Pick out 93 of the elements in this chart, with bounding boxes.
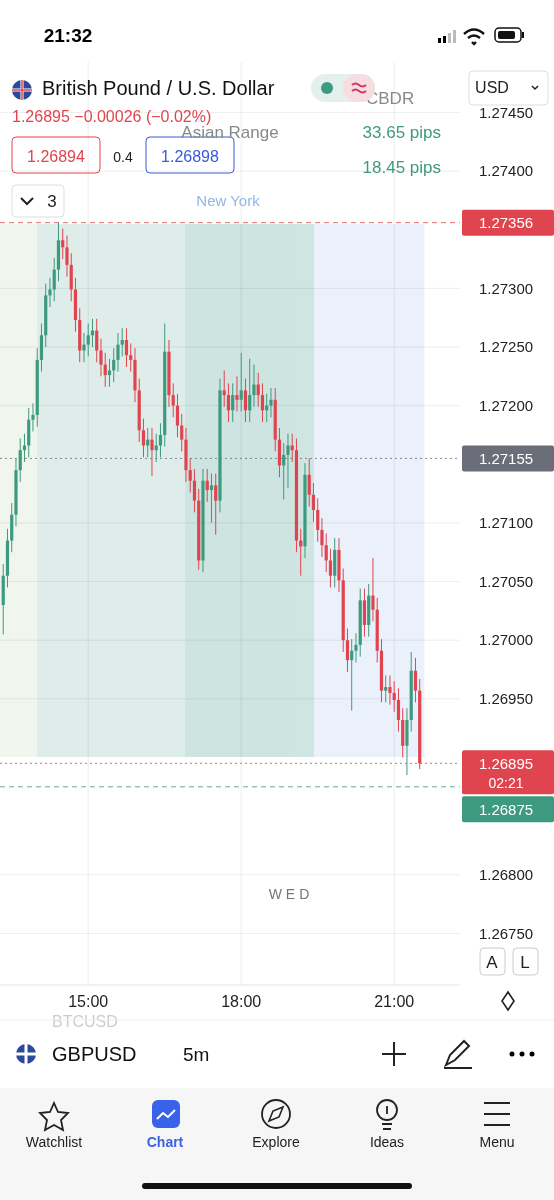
candlestick — [269, 387, 273, 418]
candlestick — [396, 687, 401, 733]
y-tick-label: 1.27400 — [478, 162, 534, 180]
text: USD — [475, 79, 509, 96]
candlestick — [129, 342, 133, 373]
text: Menu — [479, 1134, 515, 1150]
ref-line-label: 1.26895 — [478, 754, 534, 772]
candlestick — [328, 548, 333, 588]
candlestick — [392, 680, 396, 713]
text: British Pound / U.S. Dollar — [42, 77, 275, 99]
candlestick — [252, 364, 256, 408]
candlestick — [141, 418, 146, 458]
text: 5m — [183, 1044, 210, 1065]
y-tick-label: 1.26750 — [478, 924, 534, 942]
candlestick — [222, 369, 226, 408]
candlestick — [413, 657, 418, 703]
candlestick — [158, 422, 163, 458]
candlestick — [99, 338, 103, 377]
candlestick — [307, 457, 311, 507]
text: Explore — [252, 1134, 300, 1150]
candlestick — [231, 382, 235, 423]
candlestick — [324, 532, 328, 573]
candlestick — [209, 473, 214, 524]
x-tick-label: 21:00 — [374, 992, 415, 1010]
candlestick — [52, 257, 56, 302]
annotation: 0.4 — [113, 149, 133, 165]
candlestick — [124, 327, 129, 368]
candlestick — [61, 228, 65, 260]
candlestick — [214, 473, 218, 536]
y-tick-label: 1.26800 — [478, 866, 534, 884]
candlestick — [31, 402, 35, 432]
text: Watchlist — [25, 1134, 83, 1150]
candlestick — [354, 632, 358, 663]
annotation: New York — [196, 192, 261, 209]
candlestick — [120, 327, 124, 357]
annotation: 1.26894 — [27, 148, 86, 165]
candlestick — [175, 393, 180, 438]
candlestick — [260, 382, 265, 423]
candlestick — [86, 323, 90, 357]
candlestick — [371, 557, 375, 622]
ref-line-label: 1.27356 — [478, 213, 534, 231]
candlestick — [192, 468, 197, 513]
candlestick — [320, 517, 324, 558]
ref-line-label: 1.26875 — [478, 800, 534, 818]
annotation: 3 — [47, 192, 57, 211]
candlestick — [316, 497, 320, 543]
text: GBPUSD — [52, 1043, 137, 1065]
candlestick — [235, 375, 239, 412]
candlestick — [248, 358, 252, 423]
candlestick — [311, 482, 316, 523]
candlestick — [350, 638, 354, 712]
y-tick-label: 1.27200 — [478, 396, 534, 414]
candlestick — [18, 437, 22, 483]
candlestick — [65, 235, 69, 278]
x-tick-label: 18:00 — [221, 992, 262, 1010]
candlestick — [239, 352, 243, 412]
y-tick-label: 1.27300 — [478, 279, 534, 297]
candlestick — [146, 427, 150, 458]
candlestick — [188, 457, 192, 493]
annotation: 1.26898 — [161, 148, 220, 165]
text: 02:21 — [488, 775, 524, 792]
text: Chart — [146, 1134, 184, 1150]
candlestick — [205, 468, 209, 503]
candlestick — [116, 332, 120, 373]
text: 21:32 — [43, 25, 93, 46]
ref-line-label: 1.27155 — [478, 449, 534, 467]
y-tick-label: 1.27000 — [478, 631, 534, 649]
annotation: 33.65 pips — [362, 123, 441, 142]
candlestick — [180, 413, 184, 452]
text: Ideas — [369, 1134, 405, 1150]
y-tick-label: 1.27100 — [478, 514, 534, 532]
candlestick — [384, 674, 388, 703]
candlestick — [48, 277, 52, 308]
candlestick — [345, 627, 350, 673]
x-tick-label: 15:00 — [68, 992, 109, 1010]
y-tick-label: 1.27450 — [478, 103, 534, 121]
candlestick — [286, 433, 290, 489]
text: A — [486, 953, 499, 972]
candlestick — [171, 382, 175, 418]
annotation: 1.26895 −0.00026 (−0.02%) — [12, 108, 212, 125]
y-tick-label: 1.27050 — [478, 572, 534, 590]
y-tick-label: 1.26950 — [478, 690, 534, 708]
annotation: 18.45 pips — [362, 158, 441, 177]
candlestick — [82, 332, 86, 363]
candlestick — [150, 427, 154, 477]
candlestick — [226, 382, 231, 423]
candlestick — [95, 318, 99, 363]
candlestick — [388, 674, 392, 706]
text: L — [520, 953, 530, 972]
candlestick — [107, 358, 112, 388]
annotation: WED — [268, 886, 314, 902]
candlestick — [243, 378, 248, 423]
y-tick-label: 1.27250 — [478, 338, 534, 356]
